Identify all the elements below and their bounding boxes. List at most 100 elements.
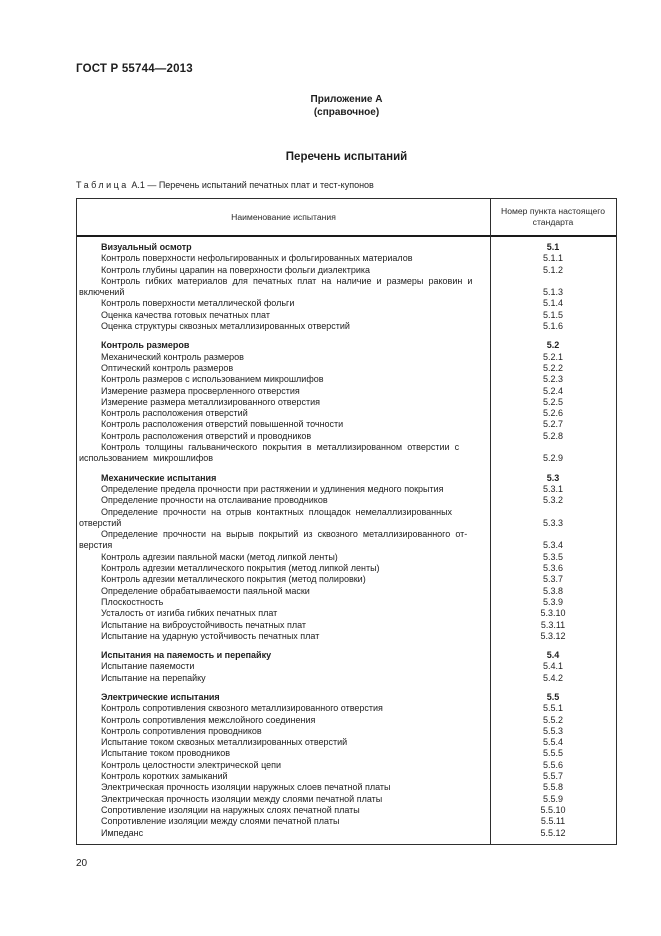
clause-number-cell: 5.2.9 xyxy=(542,453,564,464)
test-name-cell: Оптический контроль размеров xyxy=(101,362,234,373)
table-row: Электрическая прочность изоляции между с… xyxy=(77,794,616,805)
clause-number-cell: 5.1.4 xyxy=(542,298,564,309)
clause-number-cell: 5.2.1 xyxy=(542,351,564,362)
table-row: Механический контроль размеров 5.2.1 xyxy=(77,352,616,363)
table-row: Контроль поверхности металлической фольг… xyxy=(77,298,616,309)
clause-number-cell: 5.5.2 xyxy=(542,714,564,725)
test-name-cell: Определение предела прочности при растяж… xyxy=(101,483,444,494)
clause-number-cell: 5.3.7 xyxy=(542,574,564,585)
test-name-cell: Измерение размера металлизированного отв… xyxy=(101,396,321,407)
table-row: Оценка структуры сквозных металлизирован… xyxy=(77,321,616,332)
table-row: Оптический контроль размеров 5.2.2 xyxy=(77,363,616,374)
table-row: Испытание на ударную устойчивость печатн… xyxy=(77,631,616,642)
table-row: Сопротивление изоляции на наружных слоях… xyxy=(77,805,616,816)
test-name-cell: Электрическая прочность изоляции наружны… xyxy=(101,782,391,793)
table-body: Визуальный осмотр 5.1 Контроль поверхности… xyxy=(77,237,616,844)
clause-number-cell: 5.1 xyxy=(546,242,560,252)
clause-number-cell: 5.5.9 xyxy=(542,793,564,804)
test-name-cell: Усталость от изгиба гибких печатных плат xyxy=(101,608,278,619)
clause-number-cell: 5.3.3 xyxy=(542,517,564,528)
clause-number-cell: 5.5.4 xyxy=(542,737,564,748)
clause-number-cell: 5.3.9 xyxy=(542,596,564,607)
test-name-cell: Механический контроль размеров xyxy=(101,351,244,362)
test-name-cell: Оценка качества готовых печатных плат xyxy=(101,309,270,320)
test-name-cell: Испытание паяемости xyxy=(101,661,195,672)
page-content: ГОСТ Р 55744—2013 Приложение А (справочн… xyxy=(76,0,617,869)
test-name-cell: Визуальный осмотр xyxy=(101,242,192,252)
clause-number-cell: 5.5 xyxy=(546,691,560,702)
test-name-cell: Контроль сопротивления межслойного соеди… xyxy=(101,714,316,725)
table-row: Контроль коротких замыканий 5.5.7 xyxy=(77,771,616,782)
table-row: Оценка качества готовых печатных плат 5.1… xyxy=(77,310,616,321)
clause-number-cell: 5.3.6 xyxy=(542,563,564,574)
table-row: Определение прочности на отрыв контактны… xyxy=(77,507,616,530)
clause-number-cell: 5.3.12 xyxy=(540,630,566,641)
column-header-clause-number: Номер пункта настоящего стандарта xyxy=(501,206,605,227)
table-row: Плоскостность 5.3.9 xyxy=(77,597,616,608)
table-row: Контроль расположения отверстий 5.2.6 xyxy=(77,408,616,419)
test-name-cell: Определение прочности на отрыв контактны… xyxy=(79,506,453,528)
table-row: Испытание током проводников 5.5.5 xyxy=(77,748,616,759)
clause-number-cell: 5.5.8 xyxy=(542,782,564,793)
test-name-cell: Контроль целостности электрической цепи xyxy=(101,759,282,770)
clause-number-cell: 5.1.2 xyxy=(542,264,564,275)
clause-number-cell: 5.5.5 xyxy=(542,748,564,759)
table-section: Испытания на паяемость и перепайку 5.4 Исп… xyxy=(77,650,616,684)
test-name-cell: Контроль поверхности нефольгированных и … xyxy=(101,253,413,264)
test-name-cell: Испытания на паяемость и перепайку xyxy=(101,650,272,661)
clause-number-cell: 5.1.1 xyxy=(542,253,564,264)
clause-number-cell: 5.2.6 xyxy=(542,408,564,419)
clause-number-cell: 5.5.1 xyxy=(542,703,564,714)
clause-number-cell: 5.4 xyxy=(546,650,560,661)
clause-number-cell: 5.3.10 xyxy=(540,608,566,619)
appendix-heading: Приложение А (справочное) xyxy=(76,94,617,118)
test-name-cell: Контроль глубины царапин на поверхности … xyxy=(101,264,370,275)
table-row: Электрические испытания 5.5 xyxy=(77,692,616,703)
table-row: Контроль адгезии металлического покрытия… xyxy=(77,574,616,585)
table-row: Контроль размеров 5.2 xyxy=(77,340,616,351)
column-divider xyxy=(490,199,491,844)
test-name-cell: Контроль сопротивления проводников xyxy=(101,725,262,736)
test-name-cell: Контроль коротких замыканий xyxy=(101,771,228,782)
table-header: Наименование испытания Номер пункта наст… xyxy=(77,199,616,237)
test-name-cell: Контроль гибких материалов для печатных … xyxy=(79,275,473,298)
table-row: Визуальный осмотр 5.1 xyxy=(77,242,616,253)
clause-number-cell: 5.3.4 xyxy=(542,540,564,551)
tests-table: Наименование испытания Номер пункта наст… xyxy=(76,198,617,845)
table-row: Контроль целостности электрической цепи 5… xyxy=(77,760,616,771)
table-caption-text: А.1 — Перечень испытаний печатных плат и… xyxy=(131,180,374,190)
table-row: Определение обрабатываемости паяльной ма… xyxy=(77,586,616,597)
test-name-cell: Контроль размеров с использованием микро… xyxy=(101,374,324,385)
clause-number-cell: 5.3 xyxy=(546,472,560,483)
table-row: Импеданс 5.5.12 xyxy=(77,828,616,839)
table-row: Контроль размеров с использованием микро… xyxy=(77,374,616,385)
table-section: Механические испытания 5.3 Определение пре… xyxy=(77,473,616,642)
test-name-cell: Контроль адгезии металлического покрытия… xyxy=(101,574,366,585)
test-name-cell: Определение обрабатываемости паяльной ма… xyxy=(101,585,310,596)
clause-number-cell: 5.3.8 xyxy=(542,585,564,596)
clause-number-cell: 5.2.2 xyxy=(542,362,564,373)
table-caption-word: Таблица xyxy=(76,180,129,190)
doc-code: ГОСТ Р 55744—2013 xyxy=(76,63,193,75)
clause-number-cell: 5.3.2 xyxy=(542,495,564,506)
table-row: Контроль сопротивления межслойного соеди… xyxy=(77,715,616,726)
test-name-cell: Контроль сопротивления сквозного металли… xyxy=(101,703,383,714)
table-section: Контроль размеров 5.2 Механический контрол… xyxy=(77,340,616,464)
clause-number-cell: 5.2 xyxy=(546,340,560,351)
clause-number-cell: 5.2.4 xyxy=(542,385,564,396)
test-name-cell: Контроль расположения отверстий и провод… xyxy=(101,430,312,441)
clause-number-cell: 5.2.7 xyxy=(542,419,564,430)
test-name-cell: Контроль толщины гальванического покрыти… xyxy=(79,442,460,464)
table-row: Контроль адгезии паяльной маски (метод л… xyxy=(77,552,616,563)
table-row: Контроль толщины гальванического покрыти… xyxy=(77,442,616,465)
table-row: Определение прочности на вырыв покрытий … xyxy=(77,529,616,552)
table-row: Испытание паяемости 5.4.1 xyxy=(77,661,616,672)
test-name-cell: Механические испытания xyxy=(101,472,217,483)
clause-number-cell: 5.2.5 xyxy=(542,396,564,407)
clause-number-cell: 5.5.6 xyxy=(542,759,564,770)
clause-number-cell: 5.5.11 xyxy=(540,816,566,827)
test-name-cell: Определение прочности на вырыв покрытий … xyxy=(79,529,468,551)
test-name-cell: Оценка структуры сквозных металлизирован… xyxy=(101,321,350,332)
table-row: Определение предела прочности при растяж… xyxy=(77,484,616,495)
clause-number-cell: 5.4.1 xyxy=(542,661,564,672)
